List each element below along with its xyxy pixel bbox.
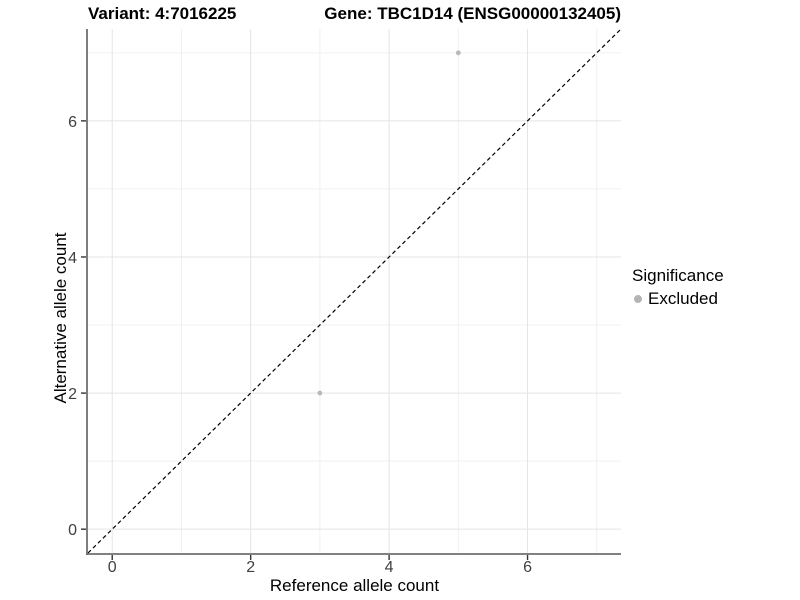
- legend-title: Significance: [632, 266, 724, 285]
- svg-text:6: 6: [68, 114, 77, 131]
- legend-item-excluded: Excluded: [632, 289, 797, 309]
- gene-title: Gene: TBC1D14 (ENSG00000132405): [324, 4, 621, 23]
- svg-text:0: 0: [108, 559, 117, 576]
- plot-title-row: Variant: 4:7016225 Gene: TBC1D14 (ENSG00…: [88, 4, 621, 24]
- svg-text:6: 6: [523, 559, 532, 576]
- y-axis-title: Alternative allele count: [51, 232, 70, 404]
- variant-title: Variant: 4:7016225: [88, 4, 237, 23]
- x-axis-title: Reference allele count: [269, 576, 440, 595]
- svg-text:4: 4: [385, 559, 394, 576]
- svg-text:0: 0: [68, 522, 77, 539]
- legend-item-label: Excluded: [648, 289, 718, 308]
- legend: Significance Excluded: [632, 266, 797, 309]
- svg-text:2: 2: [68, 386, 77, 403]
- svg-text:4: 4: [68, 250, 77, 267]
- legend-point-icon: [634, 295, 642, 303]
- svg-text:2: 2: [246, 559, 255, 576]
